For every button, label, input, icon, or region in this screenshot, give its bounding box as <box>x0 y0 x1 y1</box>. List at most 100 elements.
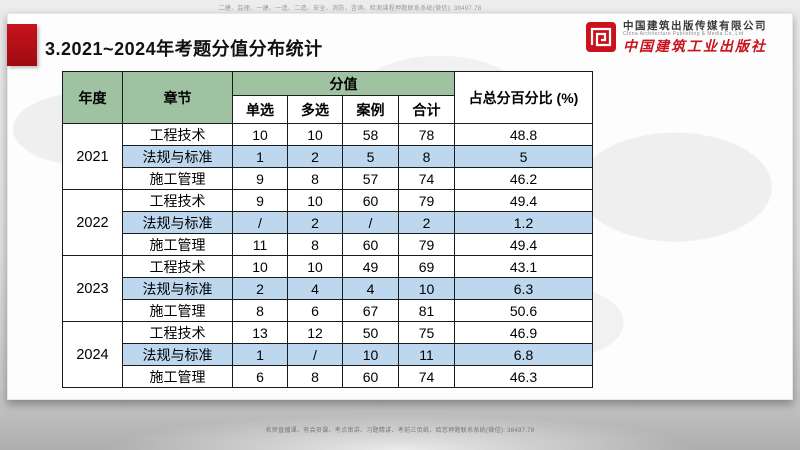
case-cell: 60 <box>342 189 399 212</box>
year-cell: 2021 <box>62 123 123 190</box>
watermark-bottom: 名师直播课、有会员课、考点串讲、习题精讲、考前三页纸、给您押题联系系统(微信):… <box>265 428 535 434</box>
single-cell: 9 <box>232 167 288 190</box>
slide: 3.2021~2024年考题分值分布统计 中国建筑出版传媒有限公司 China … <box>7 13 793 400</box>
single-cell: 1 <box>232 343 288 366</box>
percent-cell: 6.8 <box>454 343 593 366</box>
percent-cell: 5 <box>454 145 593 168</box>
case-cell: 58 <box>342 123 399 146</box>
single-cell: 10 <box>232 255 288 278</box>
total-cell: 10 <box>398 277 455 300</box>
header-percent: 占总分百分比 (%) <box>454 71 593 124</box>
case-cell: 60 <box>342 365 399 388</box>
header-total: 合计 <box>398 95 455 124</box>
percent-cell: 46.2 <box>454 167 593 190</box>
multiple-cell: 8 <box>287 365 343 388</box>
case-cell: 50 <box>342 321 399 344</box>
total-cell: 11 <box>398 343 455 366</box>
single-cell: 10 <box>232 123 288 146</box>
single-cell: 6 <box>232 365 288 388</box>
score-table: 年度 章节 分值 占总分百分比 (%) 单选 多选 案例 合计 2021 工程技术… <box>62 71 593 388</box>
case-cell: 57 <box>342 167 399 190</box>
multiple-cell: 10 <box>287 123 343 146</box>
multiple-cell: 12 <box>287 321 343 344</box>
percent-cell: 49.4 <box>454 233 593 256</box>
table-row: 2023 工程技术 10 10 49 69 43.1 <box>62 255 593 322</box>
table-row: 法规与标准 1/10 11 6.8 <box>63 343 593 366</box>
percent-cell: 1.2 <box>454 211 593 234</box>
total-cell: 8 <box>398 145 455 168</box>
table-row: 法规与标准 1 2 5 8 5 <box>63 145 593 168</box>
chapter-cell: 施工管理 <box>122 365 233 388</box>
table-row: 2024 工程技术 13 12 50 75 46.9 <box>62 321 593 388</box>
total-cell: 79 <box>398 233 455 256</box>
single-cell: 11 <box>232 233 288 256</box>
percent-cell: 50.6 <box>454 299 593 322</box>
total-cell: 75 <box>398 321 455 344</box>
chapter-cell: 法规与标准 <box>122 145 233 168</box>
table-row: 施工管理 11 8 60 79 49.4 <box>63 233 593 256</box>
chapter-cell: 施工管理 <box>122 167 233 190</box>
multiple-cell: 6 <box>287 299 343 322</box>
percent-cell: 49.4 <box>454 189 593 212</box>
total-cell: 74 <box>398 167 455 190</box>
multiple-cell: 8 <box>287 167 343 190</box>
chapter-cell: 工程技术 <box>122 123 233 146</box>
percent-cell: 46.3 <box>454 365 593 388</box>
case-cell: / <box>342 211 399 234</box>
percent-cell: 48.8 <box>454 123 593 146</box>
percent-cell: 46.9 <box>454 321 593 344</box>
chapter-cell: 施工管理 <box>122 299 233 322</box>
single-cell: 1 <box>232 145 288 168</box>
multiple-cell: 2 <box>287 145 343 168</box>
table-row: 2022 工程技术 9 10 60 79 49.4 <box>62 189 593 256</box>
multiple-cell: 10 <box>287 189 343 212</box>
multiple-cell: 4 <box>287 277 343 300</box>
table-row: 施工管理 9 8 57 74 46.2 <box>63 167 593 190</box>
publisher-name-cn: 中国建筑出版传媒有限公司 <box>623 20 767 32</box>
total-cell: 2 <box>398 211 455 234</box>
table-row: 法规与标准 2 4 4 10 6.3 <box>63 277 593 300</box>
page-title: 3.2021~2024年考题分值分布统计 <box>45 39 323 59</box>
single-cell: 8 <box>232 299 288 322</box>
single-cell: 2 <box>232 277 288 300</box>
single-cell: 9 <box>232 189 288 212</box>
publisher-logo: 中国建筑出版传媒有限公司 China Architecture Publishi… <box>585 20 767 55</box>
chapter-cell: 工程技术 <box>122 255 233 278</box>
red-accent-bar <box>7 24 37 66</box>
table-header-row-2: 单选 多选 案例 合计 <box>63 95 593 124</box>
publisher-logo-icon <box>586 22 616 53</box>
header-year: 年度 <box>62 71 123 124</box>
header-multiple: 多选 <box>287 95 343 124</box>
chapter-cell: 法规与标准 <box>122 343 233 366</box>
percent-cell: 43.1 <box>454 255 593 278</box>
total-cell: 81 <box>398 299 455 322</box>
year-cell: 2023 <box>62 255 123 322</box>
table-row: 2021 工程技术 10 10 58 78 48.8 <box>62 123 593 190</box>
multiple-cell: 10 <box>287 255 343 278</box>
case-cell: 49 <box>342 255 399 278</box>
chapter-cell: 施工管理 <box>122 233 233 256</box>
publisher-logo-text: 中国建筑出版传媒有限公司 China Architecture Publishi… <box>623 20 767 55</box>
table-row: 施工管理 6 8 60 74 46.3 <box>63 365 593 388</box>
multiple-cell: / <box>287 343 343 366</box>
percent-cell: 6.3 <box>454 277 593 300</box>
case-cell: 4 <box>342 277 399 300</box>
header-case: 案例 <box>342 95 399 124</box>
total-cell: 69 <box>398 255 455 278</box>
multiple-cell: 8 <box>287 233 343 256</box>
total-cell: 74 <box>398 365 455 388</box>
year-cell: 2022 <box>62 189 123 256</box>
chapter-cell: 工程技术 <box>122 321 233 344</box>
publisher-name-en: China Architecture Publishing & Media Co… <box>623 31 744 38</box>
case-cell: 10 <box>342 343 399 366</box>
table-row: 法规与标准/2/2 1.2 <box>63 211 593 234</box>
case-cell: 67 <box>342 299 399 322</box>
single-cell: / <box>232 211 288 234</box>
press-name: 中国建筑工业出版社 <box>623 38 767 55</box>
multiple-cell: 2 <box>287 211 343 234</box>
table-row: 施工管理 8 6 67 81 50.6 <box>63 299 593 322</box>
case-cell: 5 <box>342 145 399 168</box>
table-body: 2021 工程技术 10 10 58 78 48.8 法规与标准 1 2 5 8 5 施工管理 9 8 57 74… <box>62 123 593 388</box>
single-cell: 13 <box>232 321 288 344</box>
